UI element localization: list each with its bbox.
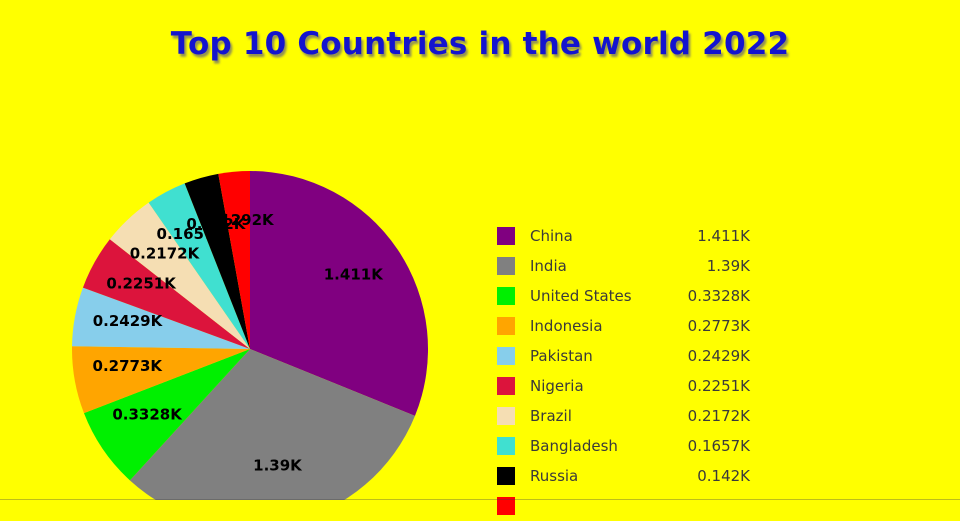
pie-chart: 1.411K 1.39K 0.3328K 0.2773K 0.2429K 0.2251K 0…: [71, 171, 429, 500]
pie-slice-value-label: 1.39K: [253, 457, 303, 475]
legend-item-india[interactable]: India 1.39K: [497, 251, 750, 281]
legend-swatch: [497, 347, 515, 365]
legend-item-nigeria[interactable]: Nigeria 0.2251K: [497, 371, 750, 401]
legend-value: 0.2172K: [687, 407, 750, 425]
legend-item-china[interactable]: China 1.411K: [497, 221, 750, 251]
pie-slice-united-states[interactable]: [83, 349, 250, 481]
legend-item-bangladesh[interactable]: Bangladesh 0.1657K: [497, 431, 750, 461]
pie-slice-pakistan[interactable]: [72, 287, 251, 349]
pie-slice-india[interactable]: [129, 349, 415, 500]
legend-label: Pakistan: [530, 347, 593, 365]
pie-slice-china[interactable]: [250, 171, 429, 416]
legend-item-hidden[interactable]: [497, 491, 750, 521]
legend-swatch: [497, 377, 515, 395]
pie-slice-value-label: 0.1292K: [204, 211, 275, 229]
legend: China 1.411K India 1.39K United States 0.3328…: [497, 221, 750, 521]
pie-slice-value-label: 0.1657K: [157, 225, 228, 243]
pie-slice-value-label: 0.2172K: [130, 244, 201, 262]
pie-slice-indonesia[interactable]: [71, 346, 250, 414]
legend-item-pakistan[interactable]: Pakistan 0.2429K: [497, 341, 750, 371]
legend-swatch: [497, 317, 515, 335]
legend-swatch: [497, 227, 515, 245]
chart-canvas: Top 10 Countries in the world 2022 1.411…: [0, 26, 960, 515]
legend-item-indonesia[interactable]: Indonesia 0.2773K: [497, 311, 750, 341]
legend-value: 0.1657K: [687, 437, 750, 455]
pie-slice-hidden[interactable]: [218, 171, 250, 349]
pie-slice-nigeria[interactable]: [82, 239, 251, 349]
legend-swatch: [497, 437, 515, 455]
legend-label: Brazil: [530, 407, 572, 425]
legend-value: 0.2773K: [687, 317, 750, 335]
pie-slice-value-label: 0.142K: [186, 215, 246, 233]
pie-slice-value-label: 0.2251K: [106, 274, 177, 292]
pie-slice-bangladesh[interactable]: [148, 183, 250, 349]
legend-value: 0.2429K: [687, 347, 750, 365]
legend-value: 0.142K: [697, 467, 750, 485]
legend-item-brazil[interactable]: Brazil 0.2172K: [497, 401, 750, 431]
pie-slice-value-label: 1.411K: [324, 265, 384, 283]
legend-value: 1.39K: [706, 257, 750, 275]
pie-slice-value-label: 0.2429K: [93, 312, 164, 330]
pie-slice-value-label: 0.3328K: [112, 405, 183, 423]
legend-label: United States: [530, 287, 632, 305]
pie-slice-russia[interactable]: [184, 173, 250, 349]
chart-title: Top 10 Countries in the world 2022: [170, 26, 790, 62]
legend-label: Russia: [530, 467, 579, 485]
legend-label: Nigeria: [530, 377, 584, 395]
legend-value: 0.3328K: [687, 287, 750, 305]
legend-swatch: [497, 467, 515, 485]
legend-label: China: [530, 227, 573, 245]
legend-swatch: [497, 407, 515, 425]
legend-item-russia[interactable]: Russia 0.142K: [497, 461, 750, 491]
legend-value: 0.2251K: [687, 377, 750, 395]
legend-swatch: [497, 257, 515, 275]
pie-slice-brazil[interactable]: [109, 202, 250, 349]
legend-swatch: [497, 287, 515, 305]
legend-label: Indonesia: [530, 317, 603, 335]
legend-value: 1.411K: [697, 227, 750, 245]
legend-label: India: [530, 257, 567, 275]
legend-label: Bangladesh: [530, 437, 618, 455]
pie-slice-value-label: 0.2773K: [93, 357, 164, 375]
legend-item-united-states[interactable]: United States 0.3328K: [497, 281, 750, 311]
